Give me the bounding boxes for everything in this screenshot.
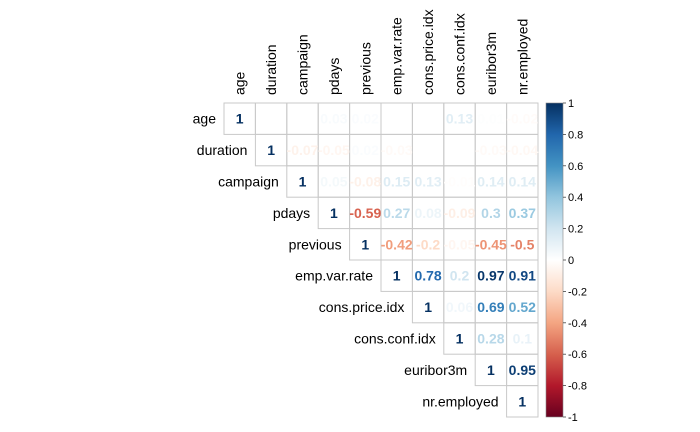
correlation-value: -0.07 — [287, 142, 319, 158]
column-label: cons.conf.idx — [452, 13, 468, 95]
row-label: euribor3m — [404, 362, 467, 378]
column-label: euribor3m — [483, 32, 499, 95]
grid-cell — [286, 102, 319, 135]
colorbar: -1 -0.8 -0.6 -0.4 -0.2 0 0.2 0.4 0.6 0.8 1 — [545, 98, 587, 424]
correlation-value: 0.78 — [414, 268, 441, 284]
correlation-value: 1 — [456, 331, 464, 347]
correlation-value: -0.2 — [416, 236, 440, 252]
correlation-value: -0.03 — [475, 142, 507, 158]
grid-cell — [380, 102, 413, 135]
correlation-value: 0.52 — [509, 299, 536, 315]
correlation-value: 0.13 — [446, 111, 473, 127]
correlation-value: 1 — [393, 268, 401, 284]
correlation-value: 0.69 — [477, 299, 504, 315]
colorbar-tick-label: -0.6 — [568, 349, 587, 361]
correlation-value: 0.37 — [509, 205, 536, 221]
column-label: emp.var.rate — [389, 17, 405, 95]
correlation-value: -0.03 — [381, 142, 413, 158]
correlation-value: -0.59 — [349, 205, 381, 221]
correlation-value: 0.2 — [450, 268, 470, 284]
correlation-value: -0.05 — [444, 236, 476, 252]
column-labels: age duration campaign pdays previous emp.var.… — [232, 9, 531, 95]
row-label: emp.var.rate — [295, 268, 373, 284]
correlation-value: 0.28 — [477, 331, 504, 347]
row-label: campaign — [218, 174, 279, 190]
correlation-value: 0.02 — [352, 142, 379, 158]
correlation-value: 0.05 — [320, 174, 347, 190]
row-label: cons.price.idx — [319, 299, 405, 315]
grid-cell — [506, 385, 539, 418]
correlation-value: 0.95 — [509, 362, 536, 378]
correlation-value: 0.14 — [509, 174, 536, 190]
colorbar-tick-label: 0.2 — [568, 224, 583, 236]
column-label: pdays — [326, 58, 342, 95]
correlation-value: -0.08 — [349, 174, 381, 190]
correlation-value: 0.06 — [446, 299, 473, 315]
column-label: nr.employed — [514, 19, 530, 95]
correlation-value: 0.3 — [481, 205, 501, 221]
correlation-value: -0.5 — [510, 236, 534, 252]
column-label: duration — [263, 44, 279, 95]
correlation-value: -0.02 — [506, 111, 538, 127]
correlation-value: -0.42 — [381, 236, 413, 252]
colorbar-tick-label: 0.8 — [568, 129, 583, 141]
colorbar-tick-label: -0.4 — [568, 318, 587, 330]
correlation-value: 0.02 — [352, 111, 379, 127]
colorbar-gradient — [545, 102, 564, 418]
column-label: age — [232, 71, 248, 95]
column-label: cons.price.idx — [420, 9, 436, 95]
correlation-value: 0.15 — [383, 174, 410, 190]
correlation-value: 1 — [361, 236, 369, 252]
grid-cell — [254, 102, 288, 135]
correlation-value: 0.14 — [477, 174, 504, 190]
correlation-value: -0.45 — [475, 236, 507, 252]
correlation-value: -0.09 — [444, 205, 476, 221]
correlation-value: 0.91 — [509, 268, 536, 284]
colorbar-tick-label: -0.2 — [568, 286, 587, 298]
correlation-value: 1 — [487, 362, 495, 378]
correlation-value: 0.97 — [477, 268, 504, 284]
grid-layer — [223, 102, 539, 418]
row-label: duration — [197, 142, 248, 158]
colorbar-tick-label: 1 — [568, 98, 574, 110]
correlation-value: 1 — [424, 299, 432, 315]
row-label: nr.employed — [422, 393, 498, 409]
row-label: age — [193, 111, 217, 127]
correlation-value: 1 — [299, 174, 307, 190]
correlation-value: 1 — [330, 205, 338, 221]
row-label: pdays — [273, 205, 310, 221]
row-labels: age duration campaign pdays previous emp.var.… — [193, 111, 499, 410]
correlation-value: 1 — [518, 393, 526, 409]
colorbar-tick-label: 0.6 — [568, 161, 583, 173]
grid-cell — [411, 102, 445, 135]
correlation-value: -0.01 — [444, 174, 476, 190]
colorbar-tick-label: -1 — [568, 412, 578, 424]
column-label: campaign — [295, 34, 311, 95]
correlation-value: 1 — [267, 142, 275, 158]
correlation-value: 0.13 — [414, 174, 441, 190]
column-label: previous — [357, 42, 373, 95]
row-label: previous — [289, 236, 342, 252]
correlation-value: 1 — [236, 111, 244, 127]
row-label: cons.conf.idx — [354, 331, 436, 347]
colorbar-tick-label: 0 — [568, 255, 574, 267]
grid-cell — [443, 133, 476, 167]
correlation-value: -0.04 — [506, 142, 538, 158]
correlation-value: -0.05 — [318, 142, 350, 158]
colorbar-tick-label: 0.4 — [568, 192, 583, 204]
correlation-value: 0.08 — [414, 205, 441, 221]
correlation-value: 0.03 — [320, 111, 347, 127]
correlation-value: 0.1 — [513, 331, 533, 347]
colorbar-tick-label: -0.8 — [568, 381, 587, 393]
grid-cell — [411, 133, 445, 167]
correlation-value: 0.01 — [477, 111, 504, 127]
value-layer: 1 0.03 0.02 0.13 0.01 -0.021 -0.07 -0.05 0.02 -0.… — [236, 111, 539, 410]
correlation-value: 0.27 — [383, 205, 410, 221]
